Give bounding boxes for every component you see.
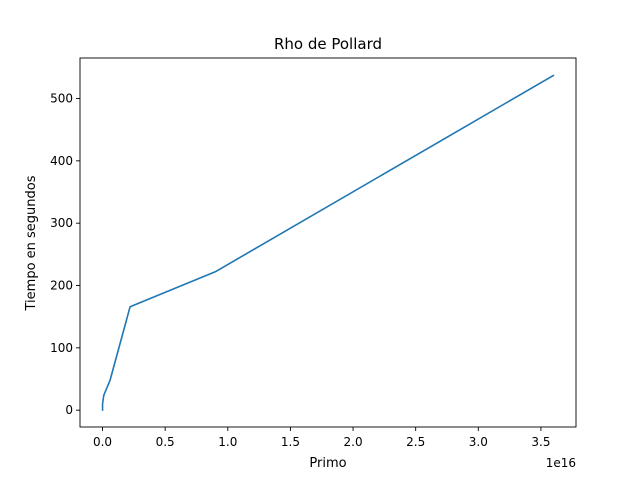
x-axis-label: Primo — [309, 456, 346, 471]
y-tick-label: 0 — [65, 403, 73, 417]
y-tick-label: 200 — [50, 279, 73, 293]
x-tick-label: 2.5 — [406, 435, 425, 449]
x-axis-ticks: 0.0 0.5 1.0 1.5 2.0 2.5 3.0 3.5 — [93, 427, 550, 449]
x-tick-label: 3.5 — [531, 435, 550, 449]
y-tick-label: 500 — [50, 92, 73, 106]
x-tick-label: 1.0 — [218, 435, 237, 449]
y-axis-ticks: 0 100 200 300 400 500 — [50, 92, 80, 417]
x-tick-label: 0.0 — [93, 435, 112, 449]
y-tick-label: 400 — [50, 154, 73, 168]
y-tick-label: 300 — [50, 216, 73, 230]
x-tick-label: 3.0 — [469, 435, 488, 449]
axes-frame — [79, 57, 577, 428]
x-tick-label: 0.5 — [156, 435, 175, 449]
y-axis-label: Tiempo en segundos — [24, 175, 39, 311]
series-line — [101, 74, 555, 411]
x-axis-offset-label: 1e16 — [546, 456, 576, 470]
x-tick-label: 1.5 — [281, 435, 300, 449]
chart-title: Rho de Pollard — [274, 35, 382, 53]
y-tick-label: 100 — [50, 341, 73, 355]
plot-area — [79, 57, 577, 428]
x-tick-label: 2.0 — [344, 435, 363, 449]
